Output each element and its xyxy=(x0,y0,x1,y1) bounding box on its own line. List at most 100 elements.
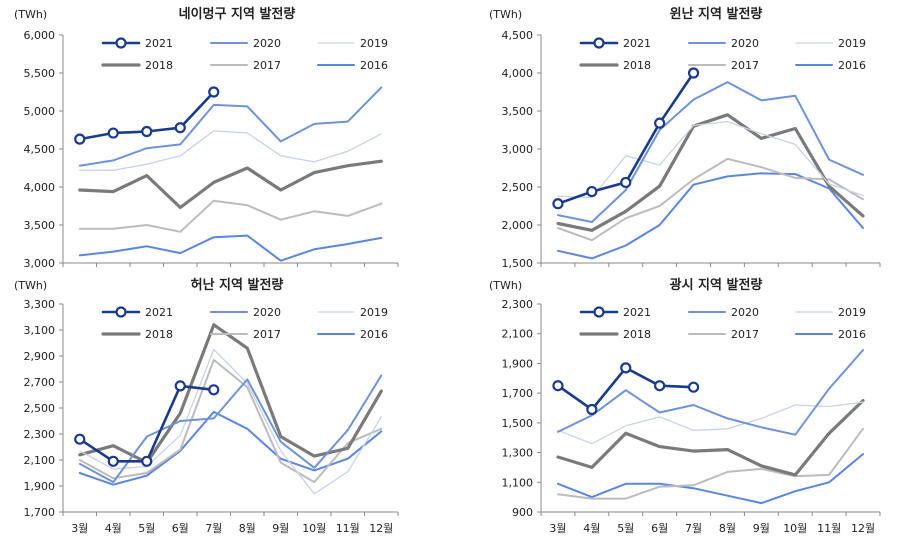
series-line-2020 xyxy=(557,349,864,436)
y-axis-unit: (TWh) xyxy=(489,279,522,292)
data-point-2021 xyxy=(620,362,632,374)
y-tick-label: 6,000 xyxy=(24,29,56,42)
legend-label-2021: 2021 xyxy=(145,306,173,319)
y-tick-label: 2,000 xyxy=(502,219,534,232)
y-tick-label: 1,900 xyxy=(24,480,56,493)
data-point-2021 xyxy=(552,380,564,392)
legend-label-2020: 2020 xyxy=(253,306,281,319)
data-point-2021 xyxy=(687,67,700,79)
y-axis-unit: (TWh) xyxy=(489,8,522,21)
y-tick-label: 2,100 xyxy=(24,454,56,467)
legend-marker-2021 xyxy=(593,306,605,318)
x-tick-label: 9월 xyxy=(272,522,289,535)
series-line-2016 xyxy=(557,172,864,260)
legend-marker-2021 xyxy=(593,37,605,49)
data-point-2021 xyxy=(141,455,153,467)
y-tick-label: 4,000 xyxy=(24,181,56,194)
data-point-2021 xyxy=(208,86,220,98)
series-line-2019 xyxy=(557,120,864,199)
legend-label-2020: 2020 xyxy=(253,37,281,50)
data-point-2021 xyxy=(174,380,186,392)
series-line-2016 xyxy=(78,410,383,486)
y-tick-label: 3,000 xyxy=(502,143,534,156)
y-axis-unit: (TWh) xyxy=(14,8,47,21)
y-tick-label: 2,900 xyxy=(24,350,56,363)
x-tick-label: 10월 xyxy=(783,522,807,535)
y-tick-label: 5,000 xyxy=(24,105,56,118)
series-line-2017 xyxy=(557,427,864,500)
data-point-2021 xyxy=(74,433,86,445)
chart-panel-4: 광시 지역 발전량 (TWh) 900 1,100 1,300 1,500 1,700 1,9… xyxy=(489,277,881,535)
chart-panel-3: 허난 지역 발전량 (TWh) 1,700 1,900 2,100 2,300 2,500 2… xyxy=(14,277,399,535)
y-tick-label: 2,700 xyxy=(24,376,56,389)
series-line-2016 xyxy=(557,453,864,505)
legend-label-2017: 2017 xyxy=(253,59,281,72)
y-tick-label: 4,500 xyxy=(502,29,534,42)
series-line-2018 xyxy=(556,399,865,477)
y-tick-label: 3,500 xyxy=(24,219,56,232)
y-tick-label: 2,500 xyxy=(502,181,534,194)
series-line-2020 xyxy=(78,374,383,484)
chart-title: 광시 지역 발전량 xyxy=(670,277,763,293)
legend-label-2019: 2019 xyxy=(838,37,866,50)
legend-label-2020: 2020 xyxy=(731,306,759,319)
y-tick-label: 3,300 xyxy=(24,298,56,311)
legend-label-2016: 2016 xyxy=(360,328,388,341)
series-line-2019 xyxy=(79,130,382,171)
legend-label-2016: 2016 xyxy=(838,59,866,72)
data-point-2021 xyxy=(552,198,564,210)
data-point-2021 xyxy=(107,455,119,467)
y-tick-label: 2,100 xyxy=(502,328,534,341)
chart-title: 허난 지역 발전량 xyxy=(191,277,284,293)
legend-label-2018: 2018 xyxy=(623,59,651,72)
y-tick-label: 1,900 xyxy=(502,357,534,370)
legend-label-2021: 2021 xyxy=(623,37,651,50)
series-line-2020 xyxy=(557,81,864,223)
x-tick-label: 6월 xyxy=(651,522,668,535)
chart-title: 네이멍구 지역 발전량 xyxy=(179,6,296,22)
data-point-2021 xyxy=(141,125,153,138)
legend-label-2016: 2016 xyxy=(838,328,866,341)
data-point-2021 xyxy=(687,381,700,393)
legend-label-2019: 2019 xyxy=(360,37,388,50)
data-point-2021 xyxy=(654,380,666,392)
y-axis-unit: (TWh) xyxy=(14,279,47,292)
y-tick-label: 1,300 xyxy=(502,447,534,460)
x-tick-label: 11월 xyxy=(817,522,841,535)
chart-panel-1: 네이멍구 지역 발전량 (TWh) 3,000 3,500 4,000 4,500 5,00… xyxy=(14,6,399,270)
y-tick-label: 4,000 xyxy=(502,67,534,80)
y-tick-label: 1,700 xyxy=(24,506,56,519)
chart-title: 윈난 지역 발전량 xyxy=(670,6,763,22)
data-point-2021 xyxy=(620,176,632,189)
data-point-2021 xyxy=(586,185,598,198)
series-line-2017 xyxy=(557,157,864,242)
x-tick-label: 4월 xyxy=(105,522,122,535)
x-tick-label: 8월 xyxy=(239,522,256,535)
x-tick-label: 6월 xyxy=(172,522,189,535)
data-point-2021 xyxy=(107,127,119,139)
x-tick-label: 7월 xyxy=(205,522,222,535)
y-tick-label: 5,500 xyxy=(24,67,56,80)
series-line-2020 xyxy=(78,86,383,167)
x-tick-label: 8월 xyxy=(719,522,736,535)
legend-label-2016: 2016 xyxy=(360,59,388,72)
x-tick-label: 12월 xyxy=(369,522,393,535)
data-point-2021 xyxy=(654,117,666,129)
x-tick-label: 5월 xyxy=(138,522,155,535)
x-tick-label: 10월 xyxy=(302,522,326,535)
data-point-2021 xyxy=(586,403,598,416)
legend-marker-2021 xyxy=(115,306,127,318)
series-line-2019 xyxy=(557,401,864,445)
y-tick-label: 900 xyxy=(512,506,533,519)
y-tick-label: 2,300 xyxy=(502,298,534,311)
y-tick-label: 3,500 xyxy=(502,105,534,118)
legend-label-2020: 2020 xyxy=(731,37,759,50)
chart-panel-2: 윈난 지역 발전량 (TWh) 1,500 2,000 2,500 3,000 3,500 4… xyxy=(489,6,881,270)
data-point-2021 xyxy=(174,122,186,134)
y-tick-label: 3,100 xyxy=(24,324,56,337)
series-line-2017 xyxy=(78,358,383,484)
x-tick-label: 3월 xyxy=(549,522,566,535)
legend-label-2018: 2018 xyxy=(623,328,651,341)
